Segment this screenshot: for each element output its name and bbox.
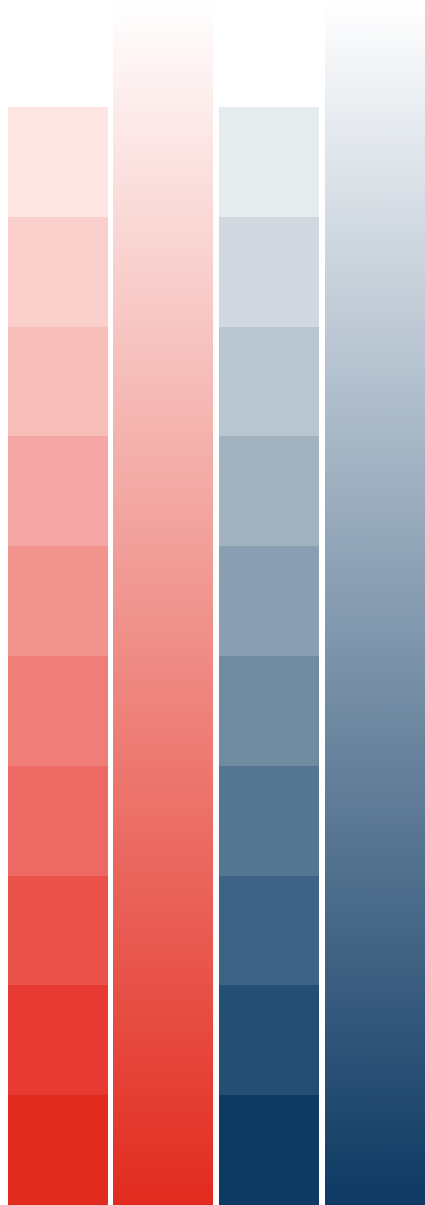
red-gradient-fill: [113, 0, 213, 1205]
blue-swatch-8: [219, 875, 319, 986]
blue-gradient-bar: [325, 0, 425, 1205]
blue-swatch-7: [219, 765, 319, 876]
blue-swatch-6: [219, 655, 319, 766]
red-gradient-bar: [113, 0, 213, 1205]
blue-swatch-9: [219, 985, 319, 1096]
red-swatch-3: [8, 326, 108, 437]
blue-swatch-2: [219, 216, 319, 327]
red-swatch-10: [8, 1095, 108, 1205]
blue-swatch-10: [219, 1095, 319, 1205]
blue-swatch-1: [219, 107, 319, 217]
blue-swatch-3: [219, 326, 319, 437]
red-swatch-6: [8, 655, 108, 766]
red-stepped-palette: [8, 107, 108, 1205]
red-swatch-2: [8, 216, 108, 327]
red-swatch-4: [8, 436, 108, 547]
red-swatch-8: [8, 875, 108, 986]
red-swatch-7: [8, 765, 108, 876]
red-swatch-5: [8, 546, 108, 656]
blue-stepped-palette: [219, 107, 319, 1205]
blue-gradient-fill: [325, 0, 425, 1205]
red-swatch-9: [8, 985, 108, 1096]
blue-swatch-4: [219, 436, 319, 547]
red-swatch-1: [8, 107, 108, 217]
blue-swatch-5: [219, 546, 319, 656]
